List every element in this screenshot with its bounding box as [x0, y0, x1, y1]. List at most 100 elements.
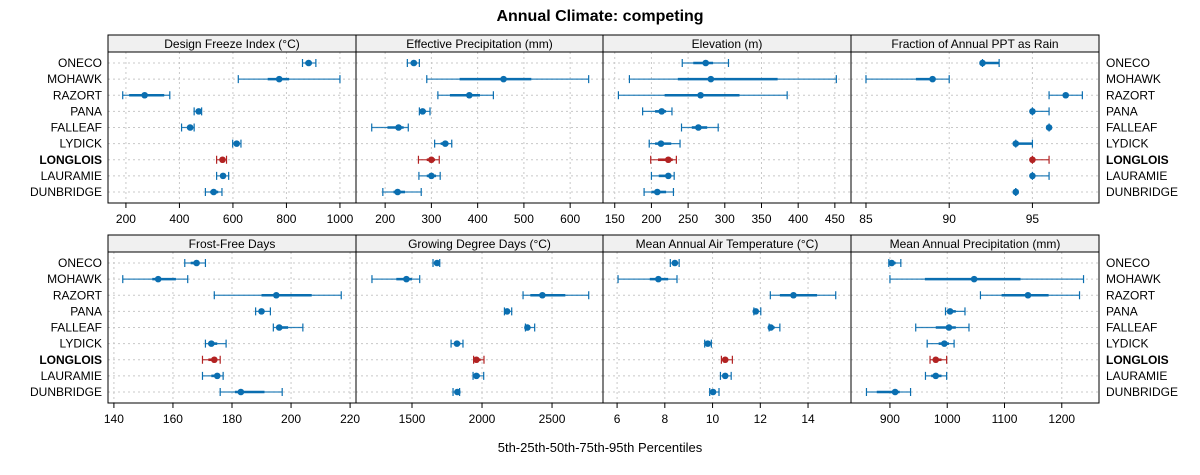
panel-frame — [355, 251, 604, 404]
median-point — [671, 259, 679, 267]
x-tick-label: 200 — [281, 412, 301, 426]
site-label-left: DUNBRIDGE — [30, 385, 102, 399]
site-label-left: MOHAWK — [47, 272, 102, 286]
site-label-left: LONGLOIS — [39, 353, 102, 367]
site-label-right: ONECO — [1106, 56, 1150, 70]
panel: Growing Degree Days (°C) 1500 2000 2500 — [355, 234, 604, 426]
median-point — [721, 356, 729, 364]
median-point — [233, 140, 240, 147]
x-axis-label: 5th-25th-50th-75th-95th Percentiles — [498, 440, 703, 455]
site-label-left: RAZORT — [53, 88, 103, 102]
median-point — [946, 308, 954, 315]
site-label-right: LONGLOIS — [1106, 153, 1169, 167]
site-label-right: DUNBRIDGE — [1106, 185, 1178, 199]
x-tick-label: 140 — [104, 412, 124, 426]
median-point — [453, 340, 461, 347]
site-label-left: LYDICK — [60, 137, 102, 151]
x-tick-label: 400 — [468, 212, 488, 226]
x-tick-label: 400 — [169, 212, 189, 226]
site-label-left: ONECO — [58, 256, 102, 270]
median-point — [154, 275, 162, 283]
site-label-right: MOHAWK — [1106, 272, 1161, 286]
x-tick-label: 200 — [641, 212, 661, 226]
x-tick-label: 6 — [614, 412, 621, 426]
site-label-right: ONECO — [1106, 256, 1150, 270]
x-tick-label: 220 — [340, 412, 360, 426]
x-tick-label: 14 — [801, 412, 815, 426]
median-point — [891, 388, 899, 396]
x-tick-label: 90 — [943, 212, 957, 226]
site-label-left: DUNBRIDGE — [30, 185, 102, 199]
x-tick-label: 10 — [706, 412, 720, 426]
median-point — [258, 308, 265, 315]
median-point — [702, 59, 710, 67]
panel-strip-label: Mean Annual Precipitation (mm) — [890, 237, 1061, 251]
panel-strip-label: Fraction of Annual PPT as Rain — [891, 37, 1058, 51]
median-point — [433, 259, 441, 267]
x-tick-label: 800 — [276, 212, 296, 226]
site-label-right: DUNBRIDGE — [1106, 385, 1178, 399]
median-point — [195, 108, 202, 115]
median-point — [403, 275, 410, 283]
site-label-right: FALLEAF — [1106, 321, 1157, 335]
median-point — [790, 291, 797, 299]
median-point — [970, 275, 978, 283]
median-point — [929, 75, 936, 83]
site-label-right: LYDICK — [1106, 337, 1148, 351]
median-point — [945, 324, 953, 331]
x-tick-label: 2500 — [539, 412, 566, 426]
median-point — [704, 340, 712, 347]
panel: Design Freeze Index (°C) 200 400 600 800 1000 — [107, 34, 357, 226]
median-point — [888, 259, 895, 267]
site-label-right: LAURAMIE — [1106, 169, 1167, 183]
median-point — [473, 356, 480, 364]
median-point — [665, 156, 672, 164]
panel-strip-label: Mean Annual Air Temperature (°C) — [636, 237, 819, 251]
x-tick-label: 900 — [880, 412, 900, 426]
median-point — [219, 172, 227, 180]
x-tick-label: 2000 — [469, 412, 496, 426]
x-tick-label: 1000 — [327, 212, 354, 226]
x-tick-label: 350 — [751, 212, 771, 226]
median-point — [653, 188, 661, 196]
panel: Fraction of Annual PPT as Rain 85 90 95 — [850, 34, 1100, 226]
median-point — [721, 372, 729, 380]
median-point — [394, 188, 401, 196]
panel-strip-label: Effective Precipitation (mm) — [406, 37, 553, 51]
median-point — [454, 388, 461, 396]
site-label-right: MOHAWK — [1106, 72, 1161, 86]
median-point — [1029, 172, 1036, 180]
median-point — [210, 356, 218, 364]
median-point — [524, 324, 531, 331]
median-point — [1024, 291, 1032, 299]
median-point — [186, 124, 194, 131]
x-tick-label: 500 — [514, 212, 534, 226]
site-label-right: FALLEAF — [1106, 121, 1157, 135]
median-point — [193, 259, 200, 267]
median-point — [697, 91, 704, 99]
panel-frame — [850, 251, 1100, 404]
median-point — [395, 124, 402, 131]
site-label-right: PANA — [1106, 304, 1138, 318]
site-label-right: LONGLOIS — [1106, 353, 1169, 367]
median-point — [305, 59, 312, 67]
site-label-right: RAZORT — [1106, 88, 1156, 102]
median-point — [695, 124, 702, 131]
x-tick-label: 600 — [560, 212, 580, 226]
median-point — [500, 75, 507, 83]
x-tick-label: 400 — [788, 212, 808, 226]
panel-strip-label: Design Freeze Index (°C) — [164, 37, 300, 51]
chart-title: Annual Climate: competing — [496, 8, 703, 25]
median-point — [503, 308, 511, 315]
median-point — [213, 372, 221, 380]
site-label-left: RAZORT — [53, 288, 103, 302]
site-label-left: PANA — [70, 104, 102, 118]
x-tick-label: 180 — [222, 412, 242, 426]
site-label-left: MOHAWK — [47, 72, 102, 86]
median-point — [657, 140, 665, 147]
median-point — [272, 291, 280, 299]
median-point — [979, 59, 986, 67]
x-tick-label: 160 — [163, 412, 183, 426]
median-point — [1029, 156, 1036, 164]
x-tick-label: 1100 — [992, 412, 1018, 426]
